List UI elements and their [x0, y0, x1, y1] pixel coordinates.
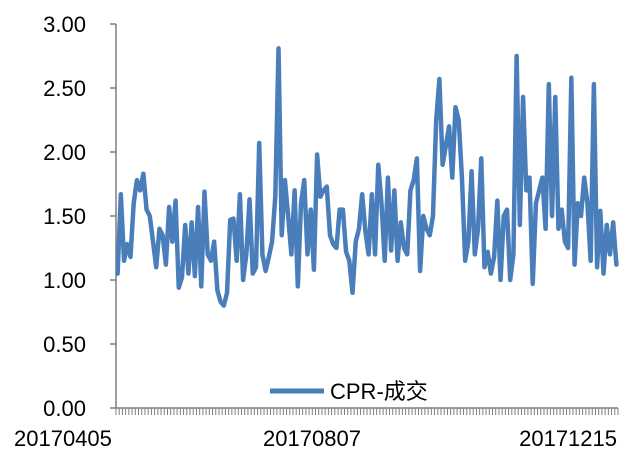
y-tick-label: 3.00: [43, 12, 86, 37]
y-axis-tick-labels: 0.00 0.50 1.00 1.50 2.00 2.50 3.00: [43, 12, 86, 421]
x-tick-label: 20170405: [14, 426, 112, 451]
legend-label: CPR-成交: [330, 379, 428, 404]
y-tick-label: 0.00: [43, 396, 86, 421]
y-tick-label: 0.50: [43, 332, 86, 357]
y-tick-label: 2.50: [43, 76, 86, 101]
x-tick-label: 20171215: [519, 426, 617, 451]
series-line-cpr: [115, 46, 619, 308]
x-axis-tick-labels: 20170405 20170807 20171215: [14, 426, 617, 451]
legend: CPR-成交: [262, 374, 446, 406]
x-axis-ticks: [115, 408, 619, 415]
y-tick-label: 2.00: [43, 140, 86, 165]
y-tick-label: 1.50: [43, 204, 86, 229]
y-tick-label: 1.00: [43, 268, 86, 293]
y-axis-ticks: [110, 23, 116, 409]
x-tick-label: 20170807: [263, 426, 361, 451]
series-layer: [115, 46, 619, 308]
